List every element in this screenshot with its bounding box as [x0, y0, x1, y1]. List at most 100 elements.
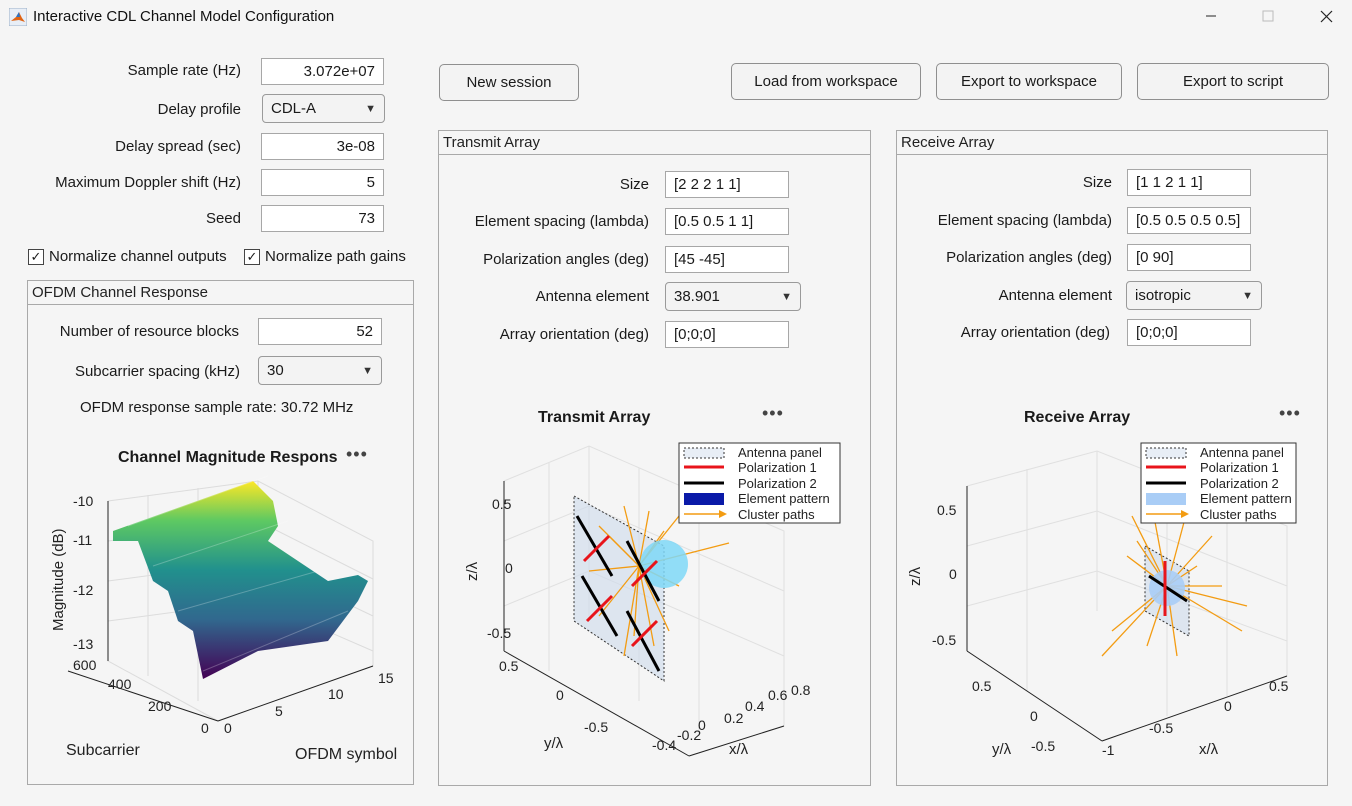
- magnitude-ztick: -12: [73, 582, 93, 598]
- tx-spacing-label: Element spacing (lambda): [474, 213, 649, 230]
- delay-profile-dropdown[interactable]: CDL-A ▼: [262, 94, 385, 123]
- export-script-button[interactable]: Export to script: [1137, 63, 1329, 100]
- tx-element-pattern: [640, 540, 688, 588]
- magnitude-ytick: 600: [73, 657, 97, 673]
- matlab-app-icon: [9, 8, 27, 26]
- rx-array-plot: 0.5 0 -0.5 0.5 0 -0.5 -1 -0.5 0 0.5 z/λ …: [907, 442, 1297, 758]
- rx-spacing-field[interactable]: [0.5 0.5 0.5 0.5]: [1127, 207, 1251, 234]
- window-title: Interactive CDL Channel Model Configurat…: [33, 8, 335, 25]
- tx-polarization-2: [575, 515, 661, 672]
- tx-legend-item: Polarization 1: [738, 460, 817, 475]
- delay-profile-label: Delay profile: [157, 101, 241, 118]
- tx-ytick: 0: [556, 687, 564, 703]
- normalize-gains-checkbox[interactable]: ✓ Normalize path gains: [244, 248, 406, 265]
- magnitude-xtick: 5: [275, 703, 283, 719]
- tx-legend-item: Element pattern: [738, 491, 830, 506]
- ofdm-sample-rate-text: OFDM response sample rate: 30.72 MHz: [80, 399, 354, 416]
- normalize-gains-label: Normalize path gains: [265, 248, 406, 265]
- tx-plot-title: Transmit Array: [538, 409, 651, 426]
- magnitude-plot-title: Channel Magnitude Respons: [118, 449, 338, 466]
- rb-field[interactable]: 52: [258, 318, 382, 345]
- receive-panel-title: Receive Array: [897, 131, 1327, 155]
- rx-legend-item: Antenna panel: [1200, 445, 1284, 460]
- rx-spacing-label: Element spacing (lambda): [937, 212, 1112, 229]
- magnitude-ytick: 400: [108, 676, 132, 692]
- load-workspace-button[interactable]: Load from workspace: [731, 63, 921, 100]
- more-options-icon[interactable]: •••: [1279, 403, 1301, 423]
- close-button[interactable]: [1303, 0, 1349, 32]
- magnitude-xtick: 15: [378, 670, 394, 686]
- tx-element-value: 38.901: [674, 288, 720, 305]
- tx-element-label: Antenna element: [535, 288, 649, 305]
- tx-element-dropdown[interactable]: 38.901 ▼: [665, 282, 801, 311]
- chevron-down-icon: ▼: [781, 290, 792, 303]
- minimize-button[interactable]: [1188, 0, 1234, 32]
- rx-xtick: -0.5: [1149, 720, 1173, 736]
- magnitude-ylabel: Subcarrier: [66, 742, 140, 759]
- magnitude-xlabel: OFDM symbol: [295, 746, 397, 763]
- magnitude-xtick: 0: [224, 720, 232, 736]
- legend-pattern-swatch: [684, 493, 724, 505]
- rx-orient-field[interactable]: [0;0;0]: [1127, 319, 1251, 346]
- tx-size-field[interactable]: [2 2 2 1 1]: [665, 171, 789, 198]
- arrow-icon: [719, 510, 727, 518]
- rx-orient-label: Array orientation (deg): [960, 324, 1110, 341]
- tx-xtick: 0.2: [724, 710, 744, 726]
- rx-plot-title: Receive Array: [1024, 409, 1131, 426]
- tx-ztick: 0: [505, 560, 513, 576]
- tx-xtick: 0.4: [745, 698, 765, 714]
- rx-legend-item: Polarization 1: [1200, 460, 1279, 475]
- more-options-icon[interactable]: •••: [346, 444, 368, 464]
- close-icon: [1320, 10, 1332, 22]
- magnitude-ytick: 0: [201, 720, 209, 736]
- tx-polar-field[interactable]: [45 -45]: [665, 246, 789, 273]
- rx-xlabel: x/λ: [1199, 741, 1219, 758]
- rx-legend-item: Element pattern: [1200, 491, 1292, 506]
- tx-array-plot: 0.5 0 -0.5 0.5 0 -0.5 -0.4 -0.2 0 0.2 0.…: [464, 442, 841, 758]
- rx-polar-field[interactable]: [0 90]: [1127, 244, 1251, 271]
- tx-xtick: 0.6: [768, 687, 788, 703]
- seed-field[interactable]: 73: [261, 205, 384, 232]
- doppler-field[interactable]: 5: [261, 169, 384, 196]
- tx-ytick: 0.5: [499, 658, 519, 674]
- maximize-button[interactable]: [1245, 0, 1291, 32]
- tx-ytick: -0.5: [584, 719, 608, 735]
- rx-element-dropdown[interactable]: isotropic ▼: [1126, 281, 1262, 310]
- delay-spread-field[interactable]: 3e-08: [261, 133, 384, 160]
- magnitude-xtick: 10: [328, 686, 344, 702]
- rx-legend-item: Polarization 2: [1200, 476, 1279, 491]
- tx-size-label: Size: [619, 176, 649, 193]
- rx-zlabel: z/λ: [907, 566, 924, 586]
- sample-rate-field[interactable]: 3.072e+07: [261, 58, 384, 85]
- doppler-label: Maximum Doppler shift (Hz): [55, 174, 241, 191]
- magnitude-ztick: -13: [73, 636, 93, 652]
- magnitude-plot: -10 -11 -12 -13 600 400 200 0 0 5 10 15 …: [50, 475, 397, 763]
- maximize-icon: [1262, 10, 1274, 22]
- normalize-outputs-checkbox[interactable]: ✓ Normalize channel outputs: [28, 248, 227, 265]
- tx-xtick: 0: [698, 717, 706, 733]
- rx-element-label: Antenna element: [998, 287, 1112, 304]
- rx-size-field[interactable]: [1 1 2 1 1]: [1127, 169, 1251, 196]
- rx-ztick: 0: [949, 566, 957, 582]
- magnitude-ztick: -11: [73, 532, 92, 548]
- tx-polarization-1: [582, 534, 659, 648]
- rx-xtick: 0.5: [1269, 678, 1289, 694]
- rx-size-label: Size: [1082, 174, 1112, 191]
- chevron-down-icon: ▼: [1242, 289, 1253, 302]
- tx-spacing-field[interactable]: [0.5 0.5 1 1]: [665, 208, 789, 235]
- tx-orient-field[interactable]: [0;0;0]: [665, 321, 789, 348]
- new-session-button[interactable]: New session: [439, 64, 579, 101]
- tx-xtick: -0.4: [652, 737, 676, 753]
- legend-panel-swatch: [683, 447, 725, 459]
- rx-xtick: -1: [1102, 742, 1115, 758]
- ofdm-panel-title: OFDM Channel Response: [28, 281, 413, 305]
- rx-polarization-2: [1148, 574, 1188, 603]
- magnitude-ztick: -10: [73, 493, 93, 509]
- export-workspace-button[interactable]: Export to workspace: [936, 63, 1122, 100]
- legend-panel-swatch: [1145, 447, 1187, 459]
- tx-polar-label: Polarization angles (deg): [483, 251, 649, 268]
- scs-dropdown[interactable]: 30 ▼: [258, 356, 382, 385]
- scs-label: Subcarrier spacing (kHz): [74, 363, 240, 380]
- rx-ztick: -0.5: [932, 632, 956, 648]
- more-options-icon[interactable]: •••: [762, 403, 784, 423]
